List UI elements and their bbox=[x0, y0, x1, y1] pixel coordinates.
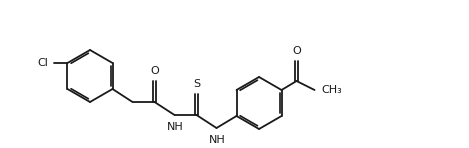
Text: S: S bbox=[193, 78, 200, 89]
Text: O: O bbox=[150, 66, 159, 75]
Text: O: O bbox=[292, 45, 301, 56]
Text: Cl: Cl bbox=[38, 58, 48, 68]
Text: NH: NH bbox=[209, 135, 226, 144]
Text: NH: NH bbox=[167, 122, 184, 132]
Text: CH₃: CH₃ bbox=[322, 85, 342, 95]
